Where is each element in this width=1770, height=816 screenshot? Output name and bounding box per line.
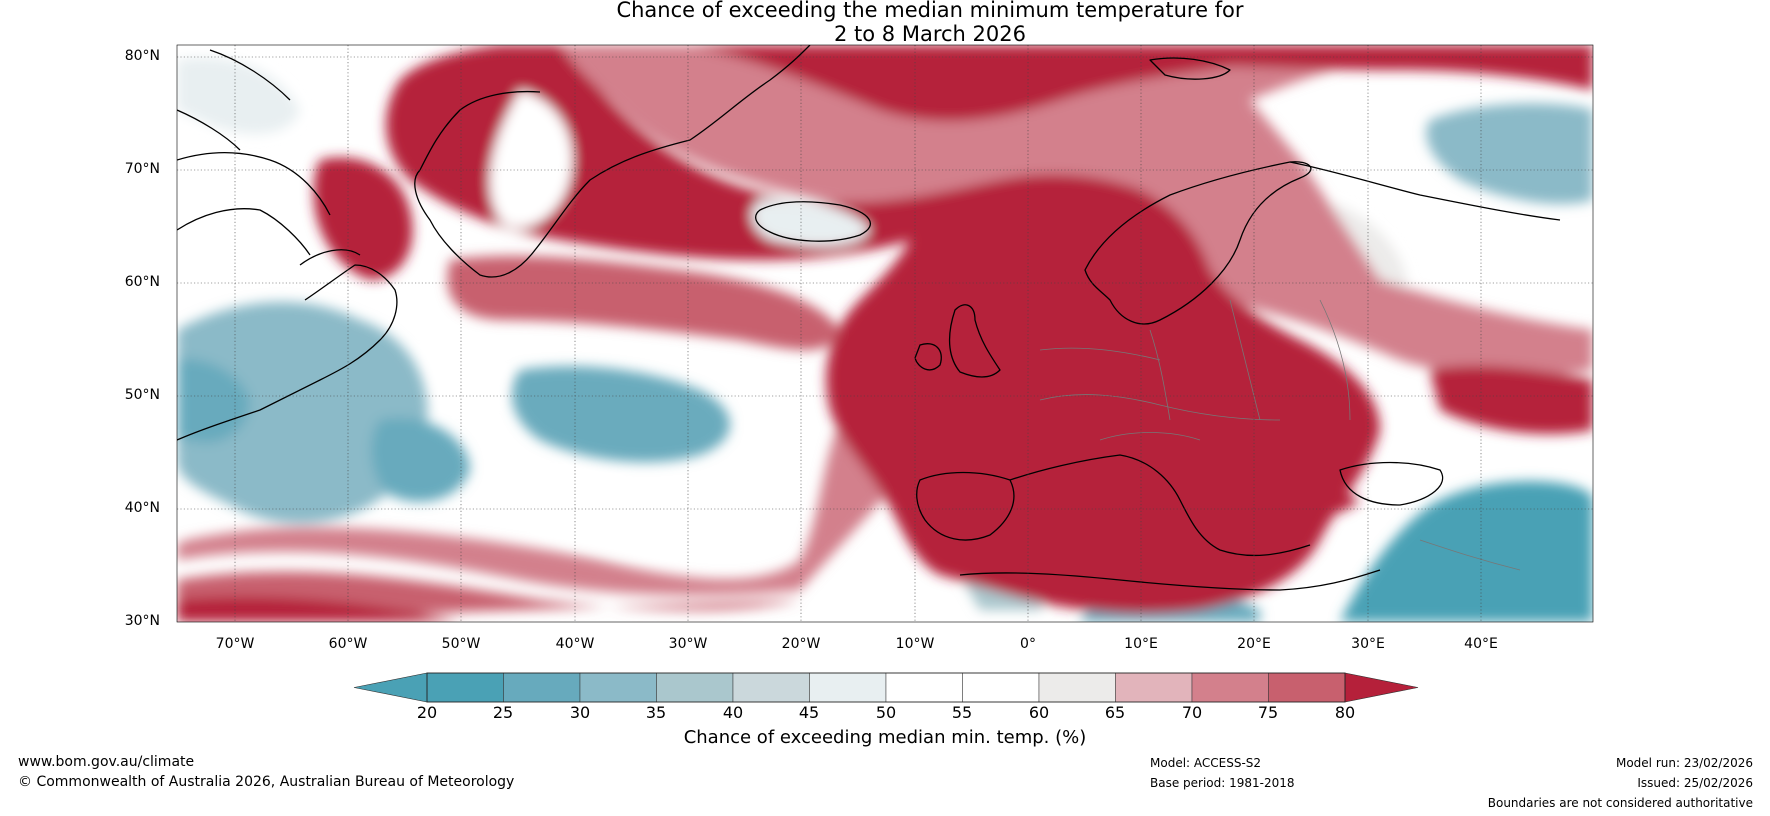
- lat-label-80n: 80°N: [124, 48, 160, 64]
- lon-label-20e: 20°E: [1237, 636, 1271, 652]
- lon-label-30w: 30°W: [668, 636, 708, 652]
- lat-label-60n: 60°N: [124, 274, 160, 290]
- lat-label-50n: 50°N: [124, 387, 160, 403]
- website-url: www.bom.gov.au/climate: [18, 754, 195, 770]
- lat-label-30n: 30°N: [124, 613, 160, 629]
- colorbar-tick: 35: [645, 703, 667, 722]
- country-borders: [1039, 299, 1521, 571]
- lon-label-60w: 60°W: [328, 636, 368, 652]
- colorbar-segment: [1191, 672, 1269, 703]
- colorbar-tick: 40: [722, 703, 744, 722]
- colorbar-under-arrow: [353, 672, 428, 703]
- colorbar: [353, 672, 1419, 703]
- lon-label-10e: 10°E: [1124, 636, 1158, 652]
- colorbar-tick: 25: [492, 703, 514, 722]
- colorbar-segment: [656, 672, 734, 703]
- colorbar-tick: 55: [951, 703, 973, 722]
- colorbar-segment: [809, 672, 887, 703]
- model-name: Model: ACCESS-S2: [1150, 756, 1262, 770]
- map-field: [177, 45, 1593, 622]
- colorbar-over-arrow: [1344, 672, 1419, 703]
- lon-label-30e: 30°E: [1351, 636, 1385, 652]
- colorbar-frame: [426, 672, 1346, 703]
- colorbar-label: Chance of exceeding median min. temp. (%…: [683, 727, 1087, 748]
- colorbar-tick: 80: [1334, 703, 1356, 722]
- colorbar-tick: 50: [875, 703, 897, 722]
- issued-date: Issued: 25/02/2026: [1637, 776, 1753, 790]
- lat-label-70n: 70°N: [124, 161, 160, 177]
- coastlines: [177, 45, 1561, 591]
- colorbar-segment: [1268, 672, 1346, 703]
- copyright: © Commonwealth of Australia 2026, Austra…: [18, 774, 515, 790]
- colorbar-tick: 70: [1181, 703, 1203, 722]
- colorbar-segment: [885, 672, 963, 703]
- colorbar-tick: 20: [416, 703, 438, 722]
- gridlines: [177, 45, 1593, 622]
- lon-label-10w: 10°W: [895, 636, 935, 652]
- colorbar-segment: [1038, 672, 1116, 703]
- colorbar-segment: [732, 672, 810, 703]
- map-frame: [176, 44, 1594, 623]
- lon-label-40e: 40°E: [1464, 636, 1498, 652]
- lon-label-70w: 70°W: [215, 636, 255, 652]
- base-period: Base period: 1981-2018: [1150, 776, 1295, 790]
- colorbar-segment: [426, 672, 504, 703]
- colorbar-tick: 65: [1104, 703, 1126, 722]
- map-title-line2: 2 to 8 March 2026: [834, 22, 1026, 46]
- colorbar-segment: [579, 672, 657, 703]
- colorbar-segment: [962, 672, 1040, 703]
- colorbar-tick: 45: [798, 703, 820, 722]
- colorbar-tick: 30: [569, 703, 591, 722]
- lon-label-40w: 40°W: [555, 636, 595, 652]
- lat-label-40n: 40°N: [124, 500, 160, 516]
- map-title-line1: Chance of exceeding the median minimum t…: [616, 0, 1244, 22]
- colorbar-segment: [503, 672, 581, 703]
- colorbar-segment: [1115, 672, 1193, 703]
- lon-label-50w: 50°W: [441, 636, 481, 652]
- lon-label-20w: 20°W: [781, 636, 821, 652]
- model-run: Model run: 23/02/2026: [1615, 756, 1753, 770]
- boundaries-disclaimer: Boundaries are not considered authoritat…: [1487, 796, 1753, 810]
- colorbar-tick: 75: [1257, 703, 1279, 722]
- lon-label-0: 0°: [1020, 636, 1036, 652]
- colorbar-tick: 60: [1028, 703, 1050, 722]
